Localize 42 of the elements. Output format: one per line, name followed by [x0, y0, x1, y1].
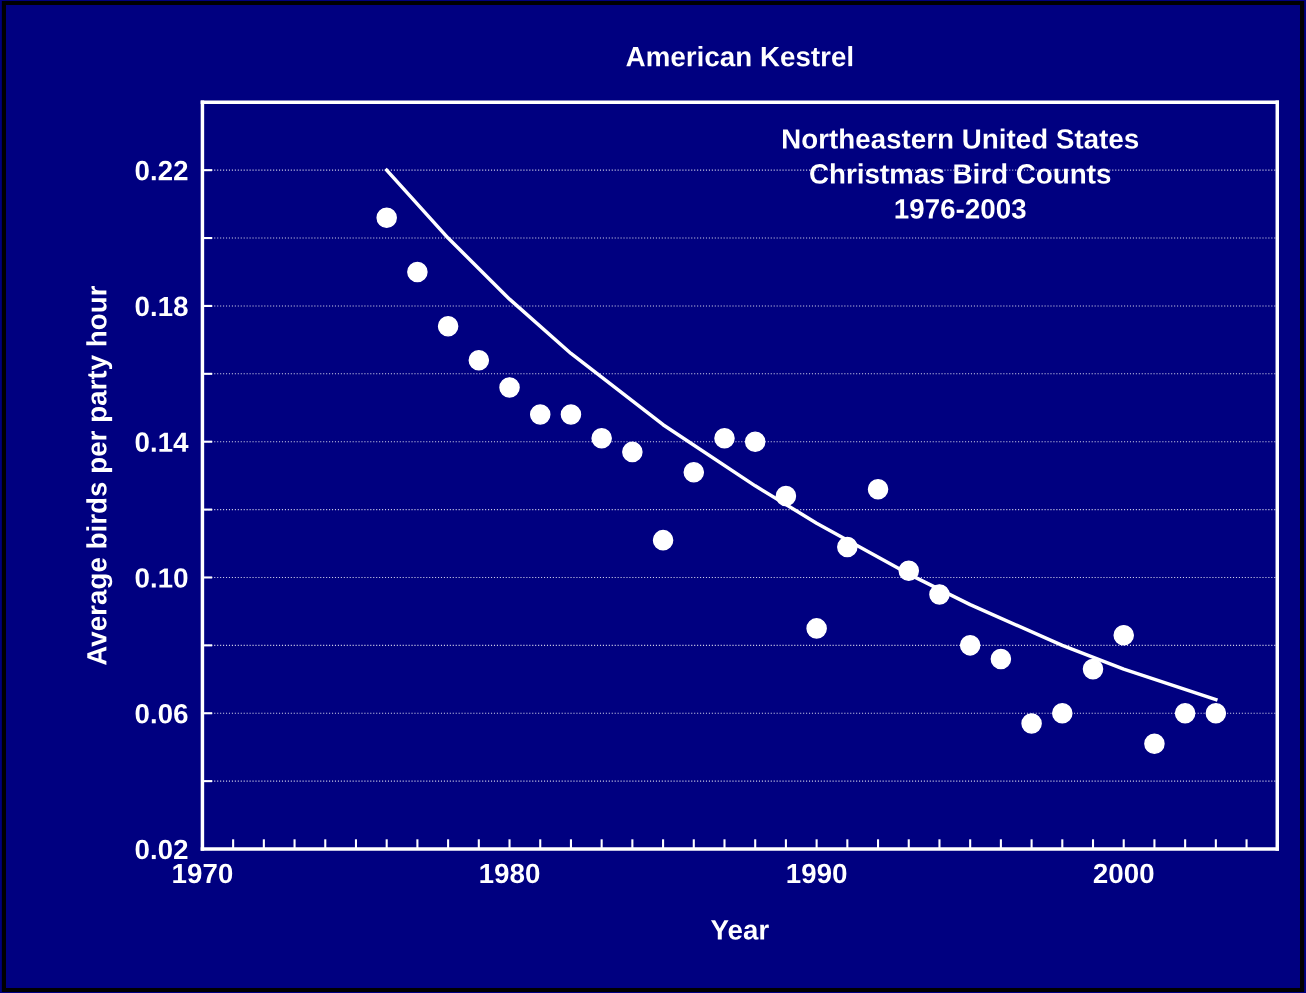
point [1021, 713, 1042, 734]
y-tick-label: 0.02 [135, 839, 188, 860]
point [652, 529, 674, 551]
point [437, 316, 459, 337]
y-axis-title: Average birds per party hour [86, 285, 113, 666]
point [775, 485, 797, 507]
y-tick-label: 0.06 [135, 703, 188, 724]
point [929, 584, 950, 605]
chart-title: American Kestrel [626, 46, 853, 67]
point [468, 349, 490, 371]
x-tick-label: 2000 [1093, 863, 1154, 884]
x-axis-title: Year [710, 920, 769, 940]
y-tick-label: 0.10 [135, 568, 188, 588]
point [806, 618, 827, 639]
point [990, 648, 1012, 670]
point [714, 428, 735, 449]
y-tick-label: 0.14 [135, 432, 189, 453]
point [959, 635, 981, 656]
point [622, 441, 643, 463]
point [744, 431, 766, 452]
point [560, 404, 582, 425]
point [591, 428, 612, 449]
point [499, 377, 520, 398]
point [683, 461, 705, 483]
point [529, 404, 551, 425]
point [1205, 702, 1227, 724]
x-tick-label: 1970 [173, 863, 233, 884]
point [1082, 658, 1104, 680]
point [1174, 702, 1196, 724]
y-tick-label: 0.18 [135, 296, 188, 317]
point [376, 207, 397, 228]
x-tick-label: 1990 [787, 863, 847, 884]
annotation: Northeastern United States Christmas Bird Counts 1976-2003 [783, 128, 1139, 219]
point [867, 478, 889, 500]
point [898, 560, 920, 581]
y-tick-label: 0.22 [135, 160, 188, 181]
point [837, 536, 858, 558]
x-tick-label: 1980 [480, 863, 540, 884]
point [1052, 702, 1073, 724]
point [1144, 733, 1165, 755]
point [407, 261, 428, 283]
point [1113, 624, 1134, 646]
